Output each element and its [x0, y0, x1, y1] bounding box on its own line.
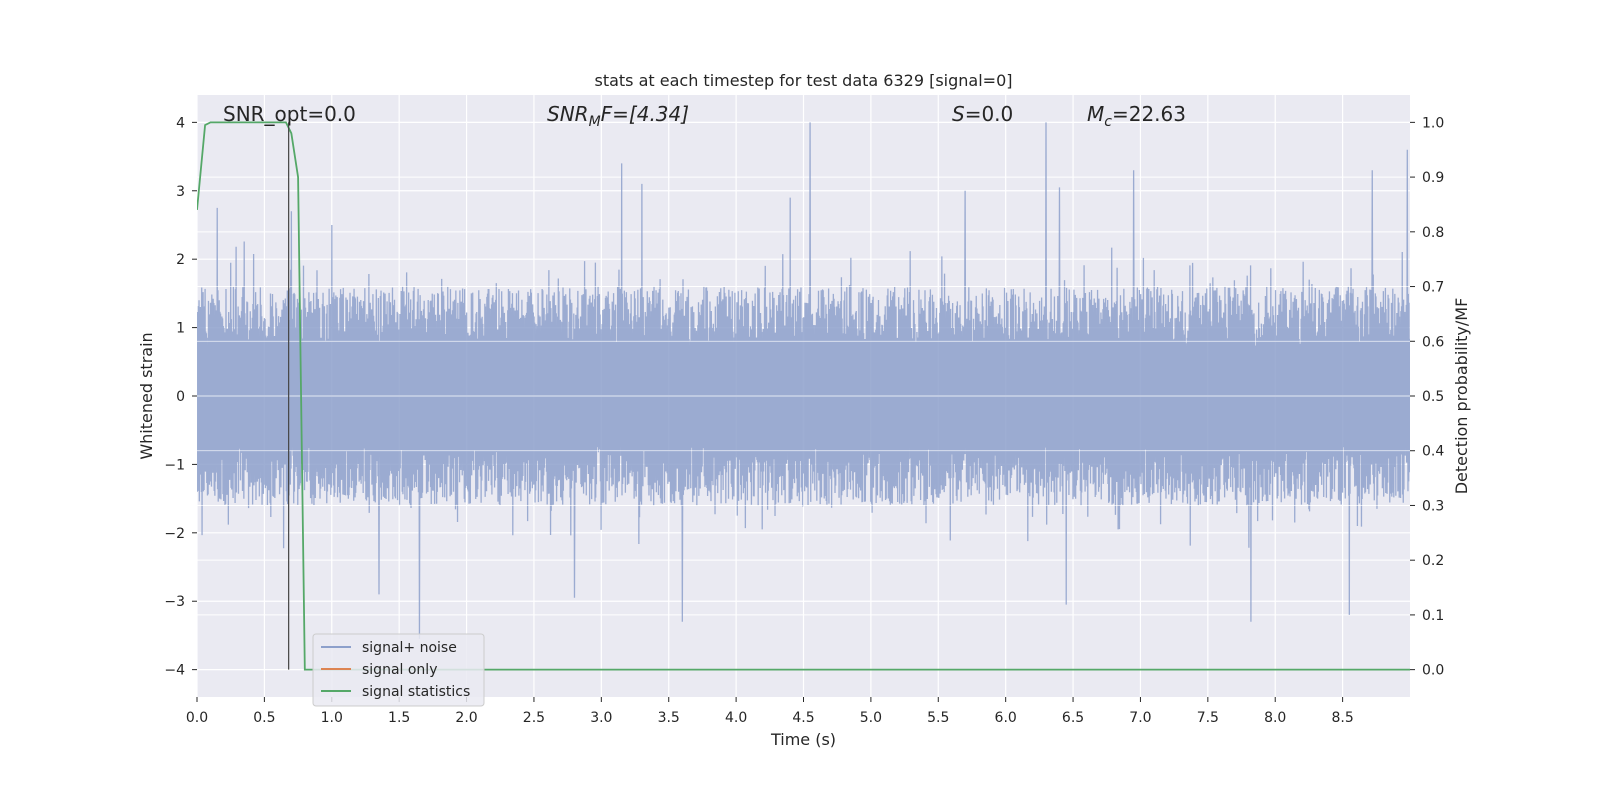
y-axis-label: Whitened strain — [137, 332, 156, 459]
y-tick-label: −3 — [164, 594, 185, 610]
y-tick-label: 0 — [176, 389, 185, 405]
x-tick-label: 6.0 — [995, 710, 1017, 726]
y2-tick-label: 0.2 — [1422, 553, 1444, 569]
mc-subscript: c — [1104, 114, 1112, 130]
snr-mf-subscript: M — [589, 114, 601, 130]
x-tick-label: 8.5 — [1331, 710, 1353, 726]
y2-tick-label: 0.5 — [1422, 389, 1444, 405]
x-tick-label: 7.5 — [1197, 710, 1219, 726]
x-tick-label: 5.0 — [860, 710, 882, 726]
snr-opt-annotation: SNR_opt=0.0 — [223, 102, 356, 126]
y-tick-label: 4 — [176, 115, 185, 131]
y2-tick-label: 0.0 — [1422, 663, 1444, 679]
x-tick-label: 0.0 — [186, 710, 208, 726]
mc-value: =22.63 — [1112, 102, 1186, 126]
y-tick-label: 3 — [176, 184, 185, 200]
plot-content — [197, 121, 1410, 671]
y-tick-label: 2 — [176, 252, 185, 268]
x-tick-label: 3.0 — [590, 710, 612, 726]
y2-tick-label: 0.7 — [1422, 280, 1444, 296]
s-value: =0.0 — [965, 102, 1014, 126]
x-tick-label: 6.5 — [1062, 710, 1084, 726]
mc-symbol: M — [1087, 102, 1104, 126]
x-tick-label: 2.5 — [523, 710, 545, 726]
x-tick-label: 7.0 — [1129, 710, 1151, 726]
y-tick-label: −4 — [164, 663, 185, 679]
x-tick-label: 5.5 — [927, 710, 949, 726]
x-tick-label: 4.0 — [725, 710, 747, 726]
x-axis-label: Time (s) — [770, 730, 836, 749]
y2-tick-label: 0.6 — [1422, 334, 1444, 350]
snr-mf-annotation: SNRMF=[4.34] — [547, 102, 689, 130]
s-symbol: S — [952, 102, 965, 126]
y2-tick-label: 0.9 — [1422, 170, 1444, 186]
x-tick-label: 4.5 — [792, 710, 814, 726]
y-tick-label: 1 — [176, 321, 185, 337]
y2-tick-label: 1.0 — [1422, 115, 1444, 131]
legend-label: signal statistics — [362, 684, 470, 700]
legend-label: signal+ noise — [362, 640, 457, 656]
legend-box — [312, 633, 485, 707]
y2-axis-label: Detection probability/MF — [1452, 298, 1471, 495]
y2-tick-label: 0.1 — [1422, 608, 1444, 624]
snr-mf-value: F=[4.34] — [601, 102, 689, 126]
axes-ticks: 0.0 0.5 1.0 1.5 2.0 2.5 3.0 3.5 4.0 4.5 5.0 5.5 6.0 6… — [164, 115, 1444, 726]
y-tick-label: −1 — [164, 457, 185, 473]
mc-annotation: Mc=22.63 — [1087, 102, 1186, 130]
y2-tick-label: 0.8 — [1422, 225, 1444, 241]
y-tick-label: −2 — [164, 526, 185, 542]
s-annotation: S=0.0 — [952, 102, 1013, 126]
chart-title: stats at each timestep for test data 632… — [594, 71, 1012, 90]
snr-mf-symbol: SNR — [547, 102, 589, 126]
x-tick-label: 2.0 — [455, 710, 477, 726]
series-signal-noise — [197, 122, 1410, 639]
legend: signal+ noise signal only signal statistic… — [312, 633, 485, 707]
y2-tick-label: 0.4 — [1422, 444, 1444, 460]
y2-tick-label: 0.3 — [1422, 498, 1444, 514]
x-tick-label: 3.5 — [658, 710, 680, 726]
x-tick-label: 0.5 — [253, 710, 275, 726]
x-tick-label: 8.0 — [1264, 710, 1286, 726]
legend-label: signal only — [362, 662, 437, 678]
x-tick-label: 1.5 — [388, 710, 410, 726]
series-signal-statistics — [197, 121, 1410, 671]
x-tick-label: 1.0 — [321, 710, 343, 726]
